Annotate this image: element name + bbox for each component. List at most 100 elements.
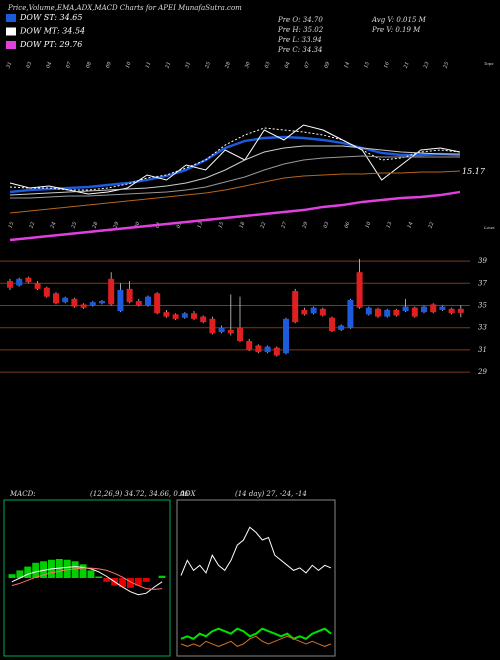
y-tick-label: 35 xyxy=(478,302,487,310)
value-annotation: 15.17 xyxy=(462,167,486,176)
candle-body xyxy=(99,301,105,304)
candle-body xyxy=(172,314,179,319)
candle-body xyxy=(246,341,253,350)
y-tick-label: 39 xyxy=(478,257,487,265)
panel-subtitle: (12,26,9) 34.72, 34.66, 0.06 xyxy=(90,490,190,498)
date-label: 28 xyxy=(224,61,232,70)
date-label: 27 xyxy=(280,220,288,230)
candle-body xyxy=(347,299,354,328)
candle-body xyxy=(7,281,13,288)
candle-body xyxy=(338,325,345,330)
candle-body xyxy=(292,291,299,323)
date-label: 28 xyxy=(91,221,99,230)
candle-body xyxy=(301,309,308,315)
candle-body xyxy=(384,309,391,317)
legend-label: DOW MT: 34.54 xyxy=(19,27,85,36)
adx-line xyxy=(180,627,332,640)
stat-label: Pre H: 35.02 xyxy=(277,26,324,34)
date-label: 04 xyxy=(284,61,292,69)
histogram-bar xyxy=(40,561,47,578)
candle-body xyxy=(227,329,234,334)
date-label: 15 xyxy=(218,221,226,229)
candle-body xyxy=(448,308,455,314)
candle-body xyxy=(319,308,326,316)
date-label: 29 xyxy=(112,220,120,230)
date-label: 15 xyxy=(363,61,371,69)
candle-body xyxy=(264,346,271,353)
y-tick-label: 37 xyxy=(478,279,487,287)
histogram-bar xyxy=(63,559,71,578)
candle-body xyxy=(237,327,243,342)
candle-body xyxy=(34,283,41,289)
date-label: 03 xyxy=(264,61,272,69)
date-label: 24 xyxy=(49,221,57,230)
date-label: 13 xyxy=(386,221,394,229)
ema-line xyxy=(9,124,461,195)
ema-line xyxy=(9,135,461,194)
legend-swatch xyxy=(6,41,16,49)
stat-label: Pre O: 34.70 xyxy=(277,16,323,24)
stat-label: Pre L: 33.94 xyxy=(277,36,322,44)
candle-body xyxy=(135,301,142,306)
y-tick-label: 33 xyxy=(478,324,487,332)
panel-title: MACD: xyxy=(9,490,36,498)
date-label: 03 xyxy=(26,61,34,69)
date-label: 08 xyxy=(85,61,93,69)
candle-body xyxy=(25,277,32,283)
date-label: 10 xyxy=(365,220,373,229)
date-label: 21 xyxy=(403,61,411,70)
candle-body xyxy=(356,272,363,308)
candle-body xyxy=(430,304,437,313)
tops-label: Tops xyxy=(484,61,493,66)
stat-label: Pre C: 34.34 xyxy=(277,46,322,54)
histogram-bar xyxy=(87,570,95,578)
date-label: 25 xyxy=(70,221,78,230)
candle-body xyxy=(402,306,409,312)
histogram-bar xyxy=(24,566,32,578)
date-label: 13 xyxy=(197,221,205,229)
histogram-bar xyxy=(142,578,150,582)
candle-body xyxy=(329,317,335,332)
candle-body xyxy=(181,313,188,318)
date-label: 18 xyxy=(239,221,247,229)
lows-label: Lows xyxy=(483,225,495,230)
date-label: 14 xyxy=(407,221,415,229)
legend-swatch xyxy=(6,14,16,22)
candle-body xyxy=(283,318,289,354)
candle-body xyxy=(154,293,161,314)
date-label: 14 xyxy=(343,61,351,69)
candle-body xyxy=(421,306,427,313)
legend-label: DOW PT: 29.76 xyxy=(19,40,82,49)
ema-line xyxy=(9,170,461,214)
stat-label: Pre V: 0.19 M xyxy=(371,26,421,34)
candle-body xyxy=(43,287,50,297)
page-title: Price,Volume,EMA,ADX,MACD Charts for APE… xyxy=(7,4,242,12)
panel-subtitle: (14 day) 27, -24, -14 xyxy=(235,490,307,498)
candle-body xyxy=(117,289,124,312)
date-label: 31 xyxy=(6,61,14,69)
ema-line xyxy=(10,155,460,199)
date-label: 22 xyxy=(427,221,435,230)
candle-body xyxy=(126,288,133,303)
adx-line xyxy=(180,526,332,576)
y-tick-label: 29 xyxy=(477,368,487,376)
candle-body xyxy=(200,316,207,323)
date-label: 04 xyxy=(45,61,53,69)
candle-body xyxy=(163,312,170,317)
ema-line xyxy=(9,190,461,242)
histogram-bar xyxy=(8,574,16,578)
histogram-bar xyxy=(158,575,166,578)
date-label: 22 xyxy=(28,221,36,230)
ema-line xyxy=(9,145,460,196)
macd-line xyxy=(11,567,163,590)
date-label: 25 xyxy=(204,61,212,70)
candle-body xyxy=(80,304,87,308)
candle-body xyxy=(53,293,59,304)
histogram-bar xyxy=(119,578,126,588)
histogram-bar xyxy=(95,576,103,578)
candle-body xyxy=(209,318,216,334)
legend-swatch xyxy=(6,27,16,36)
date-label: 11 xyxy=(145,61,153,69)
date-label: 31 xyxy=(184,61,192,69)
y-tick-label: 31 xyxy=(478,346,487,354)
